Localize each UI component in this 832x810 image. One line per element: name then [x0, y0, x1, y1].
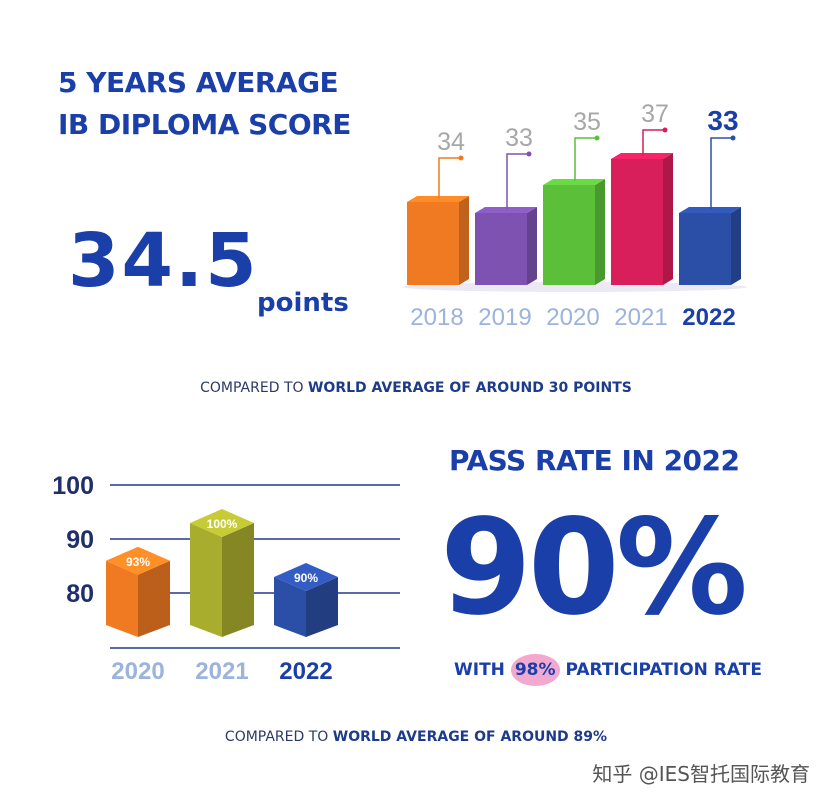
comparison2-bold: WORLD AVERAGE OF AROUND 89% — [332, 729, 608, 745]
bar-value-label: 90% — [294, 571, 318, 585]
leader-dot — [458, 155, 464, 161]
bar-side — [595, 179, 605, 285]
participation-prefix: WITH — [454, 660, 511, 680]
bar-value-label: 34 — [437, 128, 465, 156]
bar-2022: 33 2022 — [679, 105, 741, 331]
category-label: 2021 — [195, 658, 248, 685]
category-label: 2019 — [478, 304, 531, 331]
bar-value-label: 33 — [505, 124, 533, 152]
watermark: 知乎 @IES智托国际教育 — [592, 762, 810, 786]
bar-2021: 37 2021 — [611, 100, 673, 331]
bar-front — [543, 185, 595, 285]
bar-left-face — [274, 577, 306, 637]
participation-suffix: PARTICIPATION RATE — [559, 660, 762, 680]
category-label: 2022 — [682, 304, 735, 331]
bar-side — [663, 153, 673, 285]
bar-top — [679, 207, 741, 213]
bar-2022: 90% 2022 — [274, 563, 338, 685]
score-comparison-note: COMPARED TO WORLD AVERAGE OF AROUND 30 P… — [0, 380, 832, 396]
leader-dot — [730, 135, 736, 141]
bar-value-label: 100% — [207, 517, 238, 531]
participation-rate: WITH 98% PARTICIPATION RATE — [454, 654, 762, 686]
comparison-suffix: 30 POINTS — [543, 380, 632, 396]
bar-front — [611, 159, 663, 285]
bar-side — [459, 196, 469, 285]
score-bar-chart: 34 2018 33 2019 35 2020 37 2021 33 2022 — [403, 100, 747, 331]
y-tick-label: 80 — [66, 580, 94, 608]
pass-rate-value: 90% — [440, 491, 748, 645]
bar-top — [106, 546, 170, 575]
bar-front — [679, 213, 731, 285]
average-score-value: 34.5 — [68, 218, 259, 304]
title-line-1: 5 YEARS AVERAGE — [58, 66, 339, 99]
bar-front — [407, 202, 459, 285]
chart-title: 5 YEARS AVERAGE IB DIPLOMA SCORE — [58, 62, 351, 146]
category-label: 2018 — [410, 304, 463, 331]
bar-2020: 93% 2020 — [106, 546, 170, 685]
pass-rate-title: PASS RATE IN 2022 — [449, 444, 740, 477]
leader-line — [438, 157, 461, 198]
bar-top — [274, 563, 338, 591]
bar-top — [407, 196, 469, 202]
comparison-bold: WORLD AVERAGE OF AROUND — [307, 380, 544, 396]
title-line-2: IB DIPLOMA SCORE — [58, 108, 351, 141]
leader-dot — [594, 135, 600, 141]
bar-top — [611, 153, 673, 159]
bar-value-label: 93% — [126, 555, 150, 569]
leader-dot — [526, 151, 532, 157]
y-tick-label: 90 — [66, 526, 94, 554]
bar-side — [731, 207, 741, 285]
leader-line — [574, 137, 597, 181]
bar-right-face — [138, 560, 170, 637]
bar-value-label: 35 — [573, 108, 601, 136]
leader-line — [506, 153, 529, 209]
category-label: 2020 — [546, 304, 599, 331]
bar-value-label: 37 — [641, 100, 669, 128]
bar-top — [475, 207, 537, 213]
category-label: 2022 — [279, 658, 332, 685]
bar-top — [543, 179, 605, 185]
pass-rate-bar-chart: 100 90 80 93% 2020 100% 2021 90% 2022 — [52, 472, 400, 685]
bar-left-face — [106, 560, 138, 637]
comparison2-prefix: COMPARED TO — [224, 729, 333, 745]
bar-value-label: 33 — [707, 105, 738, 136]
bar-2018: 34 2018 — [407, 128, 469, 331]
leader-line — [710, 137, 733, 209]
leader-line — [642, 129, 665, 155]
bar-2019: 33 2019 — [475, 124, 537, 331]
bar-right-face — [306, 577, 338, 637]
comparison-prefix: COMPARED TO — [200, 380, 308, 396]
participation-value: 98% — [510, 654, 560, 686]
pass-rate-comparison-note: COMPARED TO WORLD AVERAGE OF AROUND 89% — [0, 729, 832, 745]
bar-front — [475, 213, 527, 285]
bar-2021: 100% 2021 — [190, 509, 254, 685]
bar-left-face — [190, 523, 222, 637]
y-tick-label: 100 — [52, 472, 94, 500]
category-label: 2020 — [111, 658, 164, 685]
category-label: 2021 — [614, 304, 667, 331]
bar-right-face — [222, 523, 254, 637]
bar-side — [527, 207, 537, 285]
average-score-unit: points — [257, 288, 349, 318]
bar-top — [190, 509, 254, 537]
leader-dot — [662, 127, 668, 133]
bar-2020: 35 2020 — [543, 108, 605, 331]
